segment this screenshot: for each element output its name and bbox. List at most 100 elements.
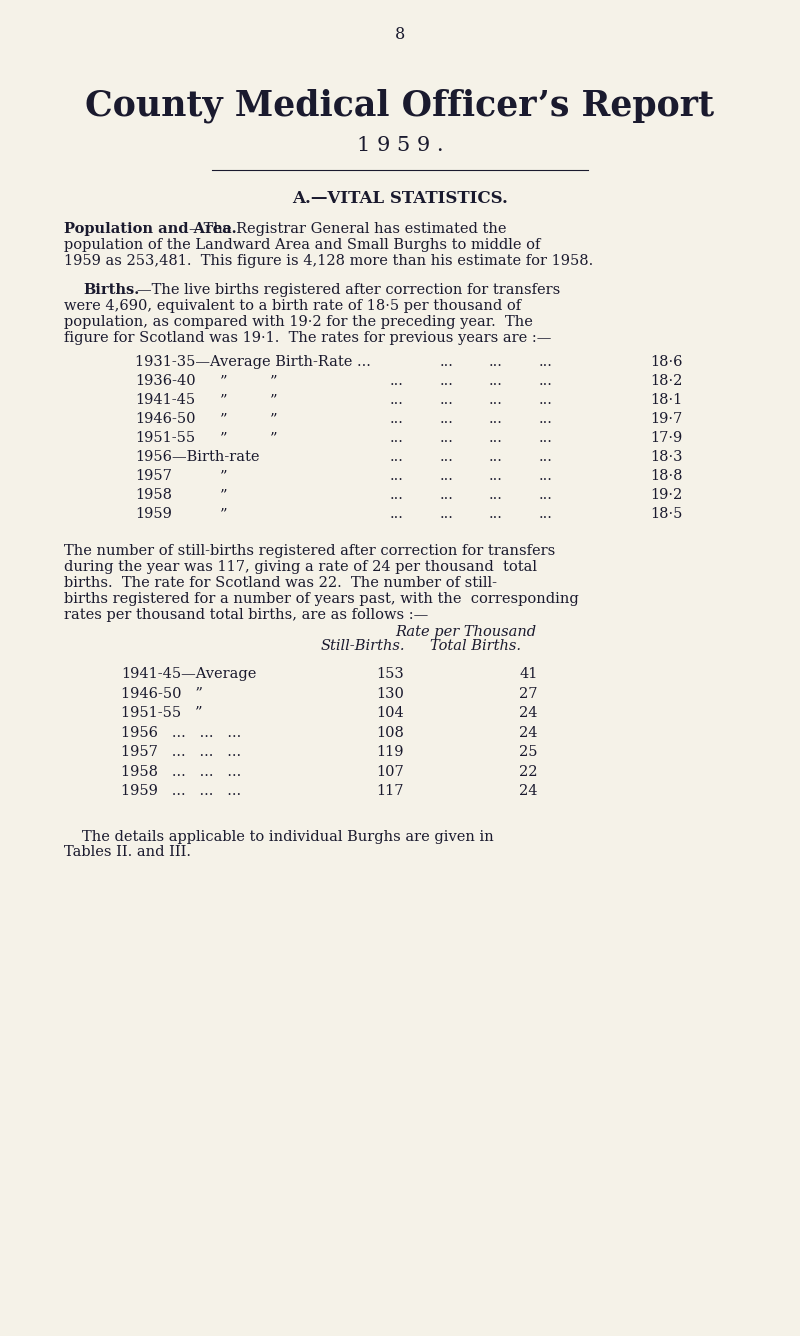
Text: ...: ...: [489, 355, 503, 369]
Text: 104: 104: [376, 705, 404, 720]
Text: ...: ...: [489, 374, 503, 387]
Text: County Medical Officer’s Report: County Medical Officer’s Report: [86, 88, 714, 123]
Text: 1959   ...   ...   ...: 1959 ... ... ...: [122, 784, 242, 798]
Text: 24: 24: [519, 784, 538, 798]
Text: ...: ...: [538, 450, 552, 464]
Text: ...: ...: [439, 355, 454, 369]
Text: 1941-45—Average: 1941-45—Average: [122, 667, 257, 681]
Text: 1958: 1958: [135, 488, 172, 502]
Text: 117: 117: [376, 784, 404, 798]
Text: ...: ...: [390, 374, 404, 387]
Text: Rate per Thousand: Rate per Thousand: [395, 625, 536, 639]
Text: ”: ”: [220, 488, 227, 502]
Text: 1 9 5 9 .: 1 9 5 9 .: [357, 136, 443, 155]
Text: ...: ...: [489, 450, 503, 464]
Text: ...: ...: [489, 469, 503, 484]
Text: ...: ...: [439, 411, 454, 426]
Text: 1957   ...   ...   ...: 1957 ... ... ...: [122, 745, 242, 759]
Text: ”: ”: [270, 393, 277, 407]
Text: —The Registrar General has estimated the: —The Registrar General has estimated the: [190, 222, 507, 236]
Text: 19·2: 19·2: [650, 488, 682, 502]
Text: ...: ...: [390, 450, 404, 464]
Text: ...: ...: [390, 393, 404, 407]
Text: 18·1: 18·1: [650, 393, 682, 407]
Text: The number of still-births registered after correction for transfers: The number of still-births registered af…: [64, 544, 555, 558]
Text: ...: ...: [390, 506, 404, 521]
Text: population of the Landward Area and Small Burghs to middle of: population of the Landward Area and Smal…: [64, 238, 540, 253]
Text: 1958   ...   ...   ...: 1958 ... ... ...: [122, 764, 242, 779]
Text: 1956   ...   ...   ...: 1956 ... ... ...: [122, 725, 242, 740]
Text: 27: 27: [519, 687, 538, 700]
Text: 1951-55: 1951-55: [135, 432, 195, 445]
Text: ...: ...: [439, 374, 454, 387]
Text: 8: 8: [395, 25, 405, 43]
Text: 18·3: 18·3: [650, 450, 682, 464]
Text: 18·2: 18·2: [650, 374, 682, 387]
Text: ”: ”: [220, 411, 227, 426]
Text: during the year was 117, giving a rate of 24 per thousand  total: during the year was 117, giving a rate o…: [64, 560, 537, 574]
Text: 1956—Birth-rate: 1956—Birth-rate: [135, 450, 259, 464]
Text: ...: ...: [439, 393, 454, 407]
Text: ...: ...: [538, 393, 552, 407]
Text: 1957: 1957: [135, 469, 172, 484]
Text: ”: ”: [270, 432, 277, 445]
Text: ”: ”: [220, 469, 227, 484]
Text: ...: ...: [489, 393, 503, 407]
Text: were 4,690, equivalent to a birth rate of 18·5 per thousand of: were 4,690, equivalent to a birth rate o…: [64, 299, 521, 313]
Text: 1946-50   ”: 1946-50 ”: [122, 687, 203, 700]
Text: 1946-50: 1946-50: [135, 411, 195, 426]
Text: 1931-35—Average Birth-Rate ...: 1931-35—Average Birth-Rate ...: [135, 355, 371, 369]
Text: ...: ...: [489, 488, 503, 502]
Text: 19·7: 19·7: [650, 411, 682, 426]
Text: 1941-45: 1941-45: [135, 393, 195, 407]
Text: 108: 108: [376, 725, 404, 740]
Text: ...: ...: [489, 506, 503, 521]
Text: 18·5: 18·5: [650, 506, 682, 521]
Text: A.—VITAL STATISTICS.: A.—VITAL STATISTICS.: [292, 190, 508, 207]
Text: ...: ...: [489, 432, 503, 445]
Text: Total Births.: Total Births.: [430, 639, 521, 653]
Text: 1959: 1959: [135, 506, 172, 521]
Text: ...: ...: [439, 469, 454, 484]
Text: 1936-40: 1936-40: [135, 374, 196, 387]
Text: births registered for a number of years past, with the  corresponding: births registered for a number of years …: [64, 592, 578, 607]
Text: ”: ”: [220, 506, 227, 521]
Text: ”: ”: [270, 411, 277, 426]
Text: 17·9: 17·9: [650, 432, 682, 445]
Text: 41: 41: [519, 667, 538, 681]
Text: 153: 153: [376, 667, 404, 681]
Text: Population and Area.: Population and Area.: [64, 222, 237, 236]
Text: 24: 24: [519, 705, 538, 720]
Text: ...: ...: [390, 411, 404, 426]
Text: Still-Births.: Still-Births.: [321, 639, 406, 653]
Text: rates per thousand total births, are as follows :—: rates per thousand total births, are as …: [64, 608, 428, 623]
Text: ...: ...: [538, 488, 552, 502]
Text: ...: ...: [390, 469, 404, 484]
Text: ...: ...: [538, 506, 552, 521]
Text: ...: ...: [538, 469, 552, 484]
Text: ...: ...: [439, 488, 454, 502]
Text: births.  The rate for Scotland was 22.  The number of still-: births. The rate for Scotland was 22. Th…: [64, 576, 497, 591]
Text: 18·8: 18·8: [650, 469, 682, 484]
Text: ”: ”: [220, 374, 227, 387]
Text: 107: 107: [376, 764, 404, 779]
Text: 25: 25: [519, 745, 538, 759]
Text: ...: ...: [439, 506, 454, 521]
Text: ...: ...: [439, 450, 454, 464]
Text: 18·6: 18·6: [650, 355, 682, 369]
Text: ...: ...: [538, 432, 552, 445]
Text: ...: ...: [439, 432, 454, 445]
Text: The details applicable to individual Burghs are given in: The details applicable to individual Bur…: [82, 830, 494, 843]
Text: ...: ...: [390, 488, 404, 502]
Text: ”: ”: [220, 393, 227, 407]
Text: ”: ”: [270, 374, 277, 387]
Text: —The live births registered after correction for transfers: —The live births registered after correc…: [137, 283, 560, 297]
Text: 24: 24: [519, 725, 538, 740]
Text: 119: 119: [376, 745, 404, 759]
Text: 130: 130: [376, 687, 404, 700]
Text: ...: ...: [538, 411, 552, 426]
Text: ...: ...: [390, 432, 404, 445]
Text: 22: 22: [519, 764, 538, 779]
Text: Tables II. and III.: Tables II. and III.: [64, 846, 191, 859]
Text: 1959 as 253,481.  This figure is 4,128 more than his estimate for 1958.: 1959 as 253,481. This figure is 4,128 mo…: [64, 254, 593, 269]
